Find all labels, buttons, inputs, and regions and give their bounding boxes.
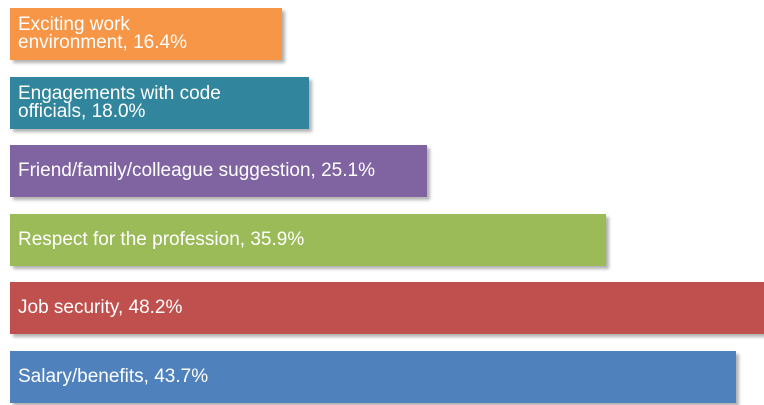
bar-label: Exciting work environment, 16.4% xyxy=(18,14,187,53)
bar-label: Respect for the profession, 35.9% xyxy=(18,228,305,250)
bar: Exciting work environment, 16.4% xyxy=(10,8,283,60)
bar-label: Salary/benefits, 43.7% xyxy=(18,365,209,387)
bar-label: Engagements with code officials, 18.0% xyxy=(18,82,221,122)
bar-label: Job security, 48.2% xyxy=(18,297,183,318)
bar-label: Friend/family/colleague suggestion, 25.1… xyxy=(18,160,375,181)
bar: Salary/benefits, 43.7% xyxy=(10,350,736,403)
bar: Respect for the profession, 35.9% xyxy=(10,213,607,266)
bar: Friend/family/colleague suggestion, 25.1… xyxy=(10,145,427,197)
bar: Engagements with code officials, 18.0% xyxy=(10,76,309,129)
bar: Job security, 48.2% xyxy=(10,282,764,334)
